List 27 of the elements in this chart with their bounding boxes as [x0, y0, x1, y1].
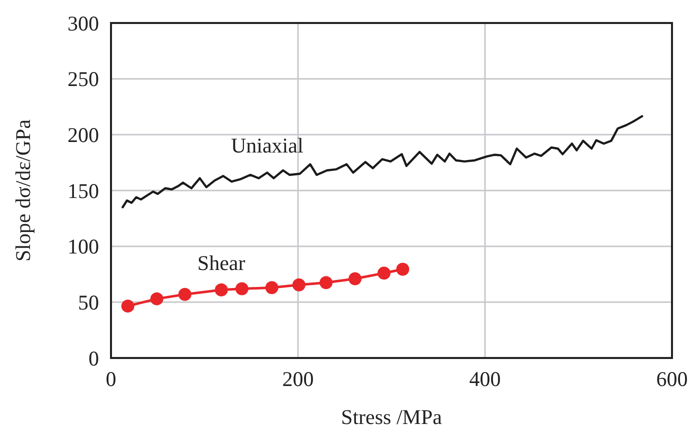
x-tick-label: 400: [469, 367, 501, 391]
y-axis-title: Slope dσ/dε/GPa: [11, 118, 35, 262]
point: [348, 272, 362, 286]
point: [235, 282, 248, 296]
x-tick-label: 200: [282, 367, 314, 391]
y-tick-label: 250: [68, 67, 99, 92]
y-tick-label: 200: [68, 123, 99, 148]
series-label: Uniaxial: [230, 134, 304, 158]
x-tick-label: 600: [656, 367, 688, 391]
point: [292, 278, 306, 292]
x-tick-label: 0: [106, 367, 116, 391]
point: [214, 283, 228, 296]
point: [265, 281, 278, 294]
point: [396, 262, 410, 276]
y-tick-label: 300: [68, 11, 99, 36]
y-tick-label: 50: [78, 290, 99, 315]
y-tick-label: 0: [88, 346, 99, 370]
point: [150, 292, 164, 306]
x-axis-title: Stress /MPa: [341, 405, 443, 429]
y-tick-label: 150: [68, 178, 99, 203]
point: [378, 266, 391, 280]
point: [178, 288, 192, 301]
point: [320, 276, 333, 290]
point: [121, 300, 134, 313]
series-label: Shear: [197, 250, 246, 275]
y-tick-label: 100: [68, 234, 99, 259]
line-series: [122, 115, 644, 208]
